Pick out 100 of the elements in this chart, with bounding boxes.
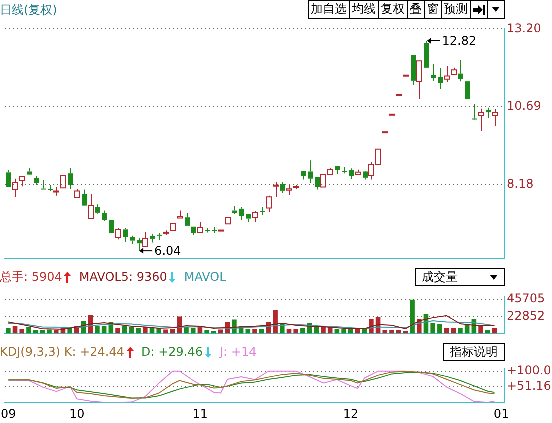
y-tick-label: 22852 xyxy=(507,308,546,323)
bar xyxy=(122,326,128,334)
y-tick-label: 8.18 xyxy=(507,176,534,191)
candlestick xyxy=(260,206,265,216)
bar xyxy=(212,331,216,334)
candlestick xyxy=(315,177,320,190)
text: 均线 xyxy=(349,0,379,19)
y-tick-label: 13.20 xyxy=(507,21,542,36)
annotation: 6.04 xyxy=(154,244,182,258)
candlestick xyxy=(41,180,46,190)
candlestick xyxy=(416,60,422,100)
text: J: +14 xyxy=(220,344,257,361)
bar xyxy=(20,329,25,334)
candlestick xyxy=(48,184,53,192)
bar xyxy=(95,326,100,334)
candlestick xyxy=(88,194,94,220)
text: D: +29.46 xyxy=(142,344,204,361)
candlestick xyxy=(123,228,128,243)
text: 成交量 xyxy=(422,269,458,285)
text: KDJ(9,3,3) K: +24.44 xyxy=(0,344,124,361)
bar xyxy=(362,330,367,334)
text: 窗 xyxy=(424,0,442,19)
y-tick-label: +51.16 xyxy=(507,378,552,393)
candlestick xyxy=(68,168,73,190)
x-tick-label: 12 xyxy=(343,406,359,421)
text: 总手: 5904 xyxy=(0,269,62,286)
y-tick-label: 10.69 xyxy=(507,99,542,114)
candlestick xyxy=(308,160,313,184)
candlestick xyxy=(349,168,354,180)
candlestick xyxy=(137,238,142,252)
candlestick xyxy=(478,108,484,132)
x-tick-label: 10 xyxy=(69,406,85,421)
bar xyxy=(430,323,436,334)
bar xyxy=(116,328,120,334)
bar xyxy=(12,326,18,334)
bar xyxy=(6,328,11,334)
candlestick xyxy=(142,232,148,248)
bar xyxy=(314,328,320,334)
candlestick xyxy=(185,212,190,226)
candlestick xyxy=(130,235,135,246)
bar xyxy=(273,310,278,334)
candlestick xyxy=(6,170,11,188)
candlestick xyxy=(301,171,306,180)
bar xyxy=(478,326,484,334)
candlestick xyxy=(342,166,347,174)
bar xyxy=(342,330,346,334)
text: 叠 xyxy=(407,0,425,19)
bar xyxy=(390,330,394,334)
bar xyxy=(438,324,442,334)
text: 复权 xyxy=(378,0,408,19)
bar xyxy=(190,328,196,334)
candlestick xyxy=(363,172,368,180)
candlestick xyxy=(239,206,244,221)
bar xyxy=(143,327,148,334)
candlestick xyxy=(274,182,280,198)
text: MAVOL5: 9360 xyxy=(79,269,168,286)
candlestick xyxy=(232,206,237,215)
candlestick xyxy=(431,64,436,82)
text: 预测 xyxy=(441,0,471,19)
candlestick xyxy=(335,166,340,175)
bar xyxy=(68,328,72,334)
bar xyxy=(294,329,298,334)
chart-title: 日线(复权) xyxy=(0,2,58,19)
candlestick xyxy=(82,189,87,206)
bar xyxy=(102,326,107,334)
candlestick xyxy=(27,168,32,175)
bar xyxy=(26,328,32,334)
bar xyxy=(204,330,210,334)
candlestick xyxy=(102,210,107,222)
candlestick xyxy=(54,186,60,196)
text: 加自选 xyxy=(308,0,350,19)
x-tick-label: 09 xyxy=(1,406,16,421)
candlestick xyxy=(212,227,217,234)
candlestick xyxy=(486,107,491,119)
candlestick xyxy=(95,204,100,214)
bar xyxy=(458,328,463,334)
candlestick xyxy=(12,178,18,198)
x-tick-label: 11 xyxy=(192,406,208,421)
annotation: 12.82 xyxy=(442,34,477,48)
text: MAVOL xyxy=(184,269,226,286)
candlestick xyxy=(444,66,450,83)
candlestick xyxy=(438,68,443,90)
bar xyxy=(252,330,258,334)
bar xyxy=(300,328,306,334)
y-tick-label: 45705 xyxy=(507,292,546,306)
candlestick xyxy=(20,176,26,188)
bar xyxy=(164,330,168,334)
bar xyxy=(54,330,59,334)
candlestick xyxy=(191,226,196,236)
candlestick xyxy=(411,55,416,86)
bar xyxy=(136,328,141,334)
x-tick-label: 01 xyxy=(494,406,510,421)
candlestick xyxy=(205,228,210,234)
candlestick xyxy=(198,222,204,234)
bar xyxy=(382,330,388,334)
candlestick xyxy=(280,182,285,194)
bar xyxy=(410,300,415,334)
candlestick xyxy=(458,60,463,82)
bar xyxy=(47,330,52,334)
bar xyxy=(485,330,490,334)
